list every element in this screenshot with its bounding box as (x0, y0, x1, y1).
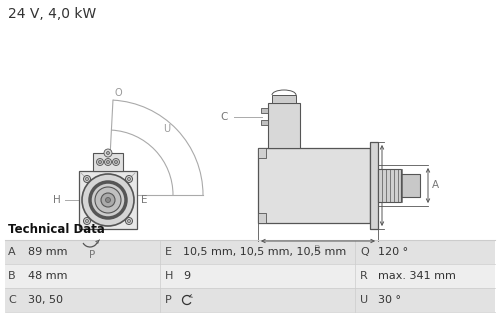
Bar (401, 174, 420, 197)
Text: 9: 9 (183, 271, 190, 281)
Text: C: C (8, 295, 16, 305)
Text: B: B (8, 271, 16, 281)
Text: R: R (314, 245, 322, 255)
Text: H: H (53, 195, 61, 205)
Text: 48 mm: 48 mm (28, 271, 68, 281)
Circle shape (101, 193, 115, 207)
Text: P: P (165, 295, 172, 305)
Circle shape (106, 152, 110, 155)
Bar (268, 103, 300, 148)
Circle shape (114, 161, 117, 164)
Bar (258, 148, 370, 223)
Bar (370, 142, 378, 229)
Bar (258, 213, 266, 223)
Text: 30, 50: 30, 50 (28, 295, 63, 305)
Text: Q: Q (360, 247, 369, 257)
Bar (261, 108, 268, 113)
Bar (261, 120, 268, 125)
Text: E: E (165, 247, 172, 257)
Text: E: E (141, 195, 148, 205)
Text: P: P (89, 250, 95, 260)
Bar (93, 153, 123, 171)
Circle shape (126, 217, 132, 224)
Text: 120 °: 120 ° (378, 247, 408, 257)
Text: H: H (165, 271, 173, 281)
Circle shape (86, 219, 88, 222)
Text: B: B (384, 190, 391, 200)
Circle shape (90, 182, 126, 218)
Text: 30 °: 30 ° (378, 295, 401, 305)
Text: max. 341 mm: max. 341 mm (378, 271, 456, 281)
Text: 24 V, 4,0 kW: 24 V, 4,0 kW (8, 7, 96, 21)
Text: A: A (8, 247, 16, 257)
Text: C: C (220, 112, 228, 122)
Text: A: A (432, 180, 439, 190)
Circle shape (96, 159, 103, 166)
Bar (272, 95, 296, 103)
Circle shape (98, 161, 102, 164)
Circle shape (104, 159, 112, 166)
Bar (5, 264, 495, 288)
Circle shape (82, 174, 134, 226)
Circle shape (128, 177, 130, 180)
Circle shape (86, 177, 88, 180)
Bar (5, 288, 495, 312)
Bar (5, 240, 495, 264)
Bar (258, 148, 266, 158)
Circle shape (112, 159, 119, 166)
Circle shape (84, 175, 90, 182)
Circle shape (106, 197, 110, 202)
Text: Technical Data: Technical Data (8, 223, 105, 236)
Circle shape (84, 217, 90, 224)
Circle shape (104, 149, 112, 157)
Circle shape (128, 219, 130, 222)
Text: U: U (164, 124, 170, 134)
Text: O: O (115, 88, 122, 98)
Text: 89 mm: 89 mm (28, 247, 68, 257)
Text: 10,5 mm, 10,5 mm, 10,5 mm: 10,5 mm, 10,5 mm, 10,5 mm (183, 247, 346, 257)
Text: U: U (360, 295, 368, 305)
Circle shape (106, 161, 110, 164)
Circle shape (126, 175, 132, 182)
Bar (378, 169, 401, 202)
Circle shape (95, 187, 121, 213)
Bar (79, 171, 137, 229)
Text: R: R (360, 271, 368, 281)
